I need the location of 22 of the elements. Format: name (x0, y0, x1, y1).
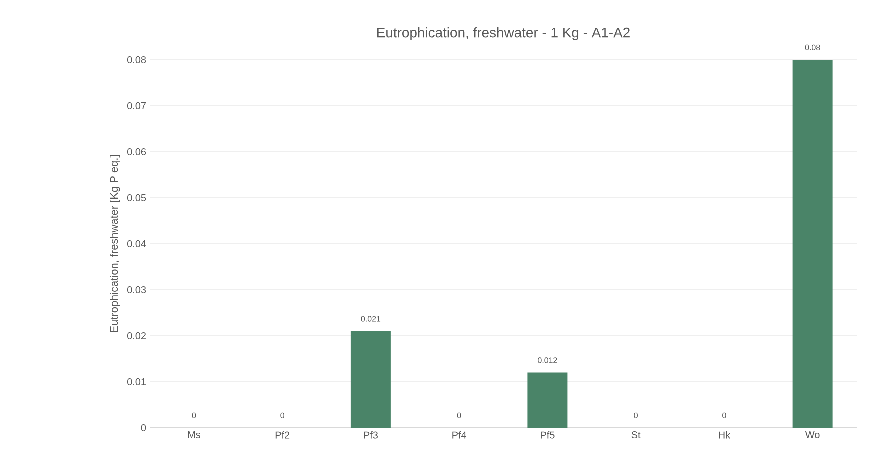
y-tick-label: 0.01 (127, 378, 146, 386)
y-tick-label: 0.03 (127, 286, 146, 294)
y-axis-title: Eutrophication, freshwater [Kg P eq.] (110, 156, 120, 332)
bar (528, 372, 568, 428)
x-tick-label: Pf3 (364, 431, 378, 439)
x-tick-label: Pf2 (276, 431, 290, 439)
x-tick-label: Ms (188, 432, 200, 438)
y-tick-label: 0.07 (127, 102, 146, 110)
y-tick-label: 0.02 (127, 332, 146, 340)
chart-title: Eutrophication, freshwater - 1 Kg - A1-A2 (378, 27, 630, 40)
y-tick-label: 0.04 (127, 240, 146, 248)
x-tick-label: Wo (805, 432, 820, 438)
y-tick-label: 0.05 (127, 194, 146, 202)
x-tick-label: Pf4 (452, 431, 467, 439)
y-tick-label: 0 (141, 424, 146, 432)
y-tick-label: 0.08 (127, 56, 146, 64)
x-tick-label: Pf5 (541, 431, 555, 439)
bar (350, 331, 391, 428)
y-tick-label: 0.06 (127, 148, 146, 156)
x-tick-label: Hk (719, 432, 731, 439)
x-tick-label: St (632, 432, 641, 439)
bar (792, 60, 833, 428)
